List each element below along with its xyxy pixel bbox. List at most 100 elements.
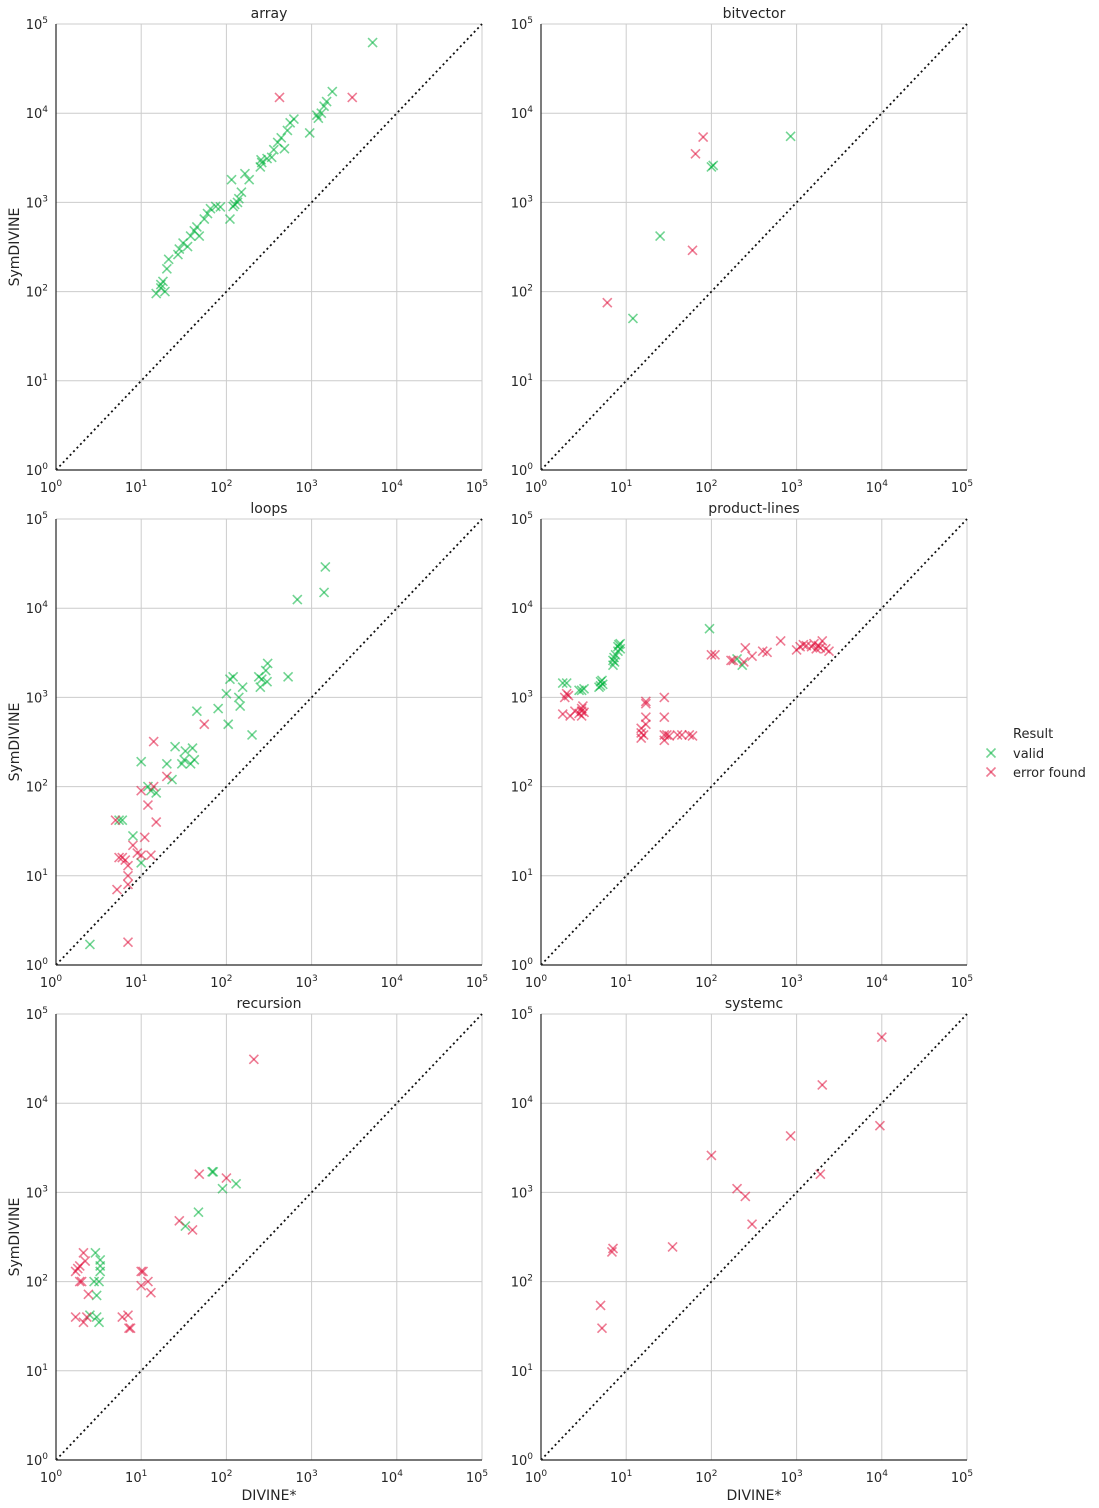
y-tick-label: 105 <box>26 511 48 528</box>
series-error-found <box>70 1054 259 1334</box>
data-point <box>740 642 751 653</box>
x-tick-label: 103 <box>780 1469 802 1486</box>
data-point <box>174 243 185 255</box>
data-point <box>785 131 796 142</box>
data-point <box>347 92 358 103</box>
data-point <box>561 677 572 689</box>
panel-title: loops <box>250 501 287 517</box>
y-tick-label: 105 <box>511 16 533 33</box>
diagonal-reference-line <box>55 23 483 471</box>
x-tick-label: 102 <box>695 479 717 496</box>
x-tick-label: 100 <box>40 974 63 991</box>
y-tick-label: 104 <box>26 105 49 122</box>
data-point <box>122 860 134 871</box>
data-point <box>318 587 330 598</box>
data-point <box>145 850 156 861</box>
data-point <box>640 696 651 707</box>
data-point <box>127 840 139 851</box>
data-point <box>237 682 248 693</box>
series-error-found <box>557 635 835 746</box>
series-error-found <box>110 719 210 948</box>
data-point <box>221 1172 232 1184</box>
data-point <box>95 1254 106 1265</box>
data-point <box>191 221 202 233</box>
data-point <box>217 1183 228 1194</box>
series-valid <box>627 131 796 324</box>
data-point <box>746 1219 758 1230</box>
panel-title: array <box>251 6 288 22</box>
data-point <box>313 113 324 124</box>
data-point <box>122 870 134 881</box>
y-tick-label: 100 <box>26 462 49 479</box>
data-point <box>728 655 739 666</box>
data-point <box>226 174 237 185</box>
data-point <box>111 884 123 895</box>
data-point <box>279 143 290 154</box>
data-point <box>189 754 200 765</box>
data-point <box>157 276 169 287</box>
gridlines <box>540 518 968 966</box>
data-point <box>740 1191 751 1202</box>
legend-title: Result <box>1013 727 1053 742</box>
data-point <box>704 623 715 634</box>
data-point <box>597 679 608 690</box>
y-tick-label: 101 <box>511 868 533 885</box>
data-point <box>602 297 613 308</box>
data-point <box>136 1266 147 1277</box>
data-point <box>193 1207 204 1218</box>
y-tick-label: 101 <box>26 1363 48 1380</box>
x-tick-label: 101 <box>610 974 632 991</box>
x-tick-label: 105 <box>951 974 973 991</box>
data-point <box>142 1276 154 1287</box>
y-tick-label: 104 <box>511 1095 534 1112</box>
x-tick-label: 101 <box>125 479 147 496</box>
x-tick-label: 104 <box>381 479 404 496</box>
data-point <box>127 830 139 841</box>
data-point <box>93 1276 105 1287</box>
data-point <box>246 729 258 740</box>
x-tick-label: 103 <box>780 974 802 991</box>
y-tick-label: 103 <box>511 194 533 211</box>
data-point <box>595 1300 606 1311</box>
legend-item-error-found: error found <box>985 766 1086 781</box>
y-tick-label: 100 <box>511 1452 534 1469</box>
data-point <box>578 707 590 718</box>
x-tick-label: 100 <box>40 1469 63 1486</box>
x-tick-label: 105 <box>951 1469 973 1486</box>
data-point <box>268 144 279 155</box>
data-point <box>640 698 651 709</box>
data-point <box>117 1312 128 1323</box>
data-point <box>125 1323 136 1334</box>
x-tick-label: 103 <box>295 479 317 496</box>
y-tick-label: 105 <box>26 1006 48 1023</box>
y-tick-label: 102 <box>26 1274 48 1291</box>
y-tick-label: 102 <box>511 779 533 796</box>
data-point <box>874 1120 885 1131</box>
data-point <box>738 656 749 667</box>
data-point <box>123 1323 135 1334</box>
data-point <box>775 635 786 646</box>
data-point <box>292 594 303 605</box>
data-point <box>180 746 191 757</box>
data-point <box>761 647 773 658</box>
data-point <box>174 1215 185 1226</box>
data-point <box>676 729 687 740</box>
data-point <box>199 719 210 730</box>
series-error-found <box>274 92 358 103</box>
x-tick-label: 100 <box>525 974 548 991</box>
data-point <box>233 193 244 204</box>
data-point <box>239 168 250 179</box>
data-point <box>179 754 190 765</box>
data-point <box>557 709 568 720</box>
data-point <box>876 1032 887 1043</box>
data-point <box>706 1150 717 1161</box>
x-tick-label: 105 <box>466 1469 488 1486</box>
panel-title: product-lines <box>708 501 799 517</box>
data-point <box>136 857 147 868</box>
legend-label-valid: valid <box>1013 747 1044 762</box>
data-point <box>262 658 273 669</box>
data-point <box>205 203 216 214</box>
data-point <box>122 1310 134 1321</box>
y-tick-label: 102 <box>511 284 533 301</box>
data-point <box>194 1169 205 1180</box>
